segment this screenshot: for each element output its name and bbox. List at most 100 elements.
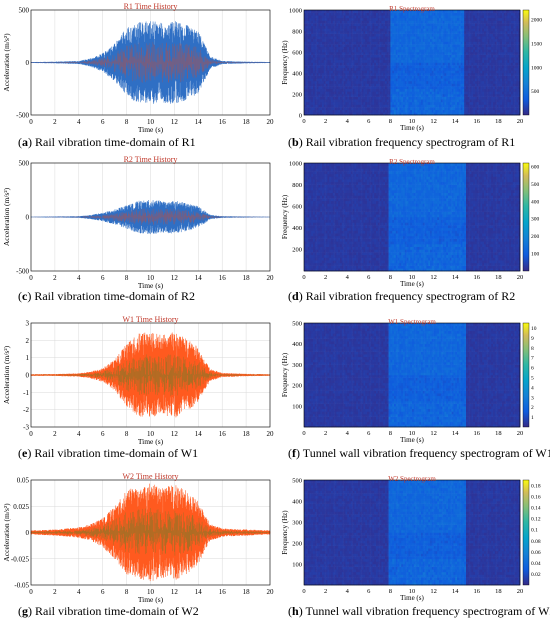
heatmap-cell (401, 57, 404, 61)
heatmap-cell (476, 86, 479, 90)
heatmap-cell (343, 17, 346, 21)
heatmap-cell (426, 104, 429, 108)
heatmap-cell (412, 38, 415, 42)
heatmap-cell (363, 44, 366, 48)
heatmap-cell (352, 28, 355, 32)
heatmap-cell (305, 241, 308, 245)
heatmap-cell (404, 112, 407, 116)
heatmap-cell (448, 75, 451, 79)
heatmap-cell (467, 33, 470, 37)
heatmap-cell (352, 10, 355, 13)
heatmap-cell (347, 33, 350, 37)
heatmap-cell (323, 104, 326, 108)
heatmap-cell (491, 62, 494, 66)
heatmap-cell (500, 101, 503, 105)
heatmap-cell (363, 101, 366, 105)
heatmap-cell (390, 65, 393, 69)
heatmap-cell (433, 65, 436, 69)
heatmap-cell (446, 17, 449, 21)
heatmap-cell (408, 104, 411, 108)
heatmap-cell (323, 67, 326, 71)
heatmap-cell (458, 12, 461, 16)
heatmap-cell (505, 78, 508, 82)
heatmap-cell (455, 28, 458, 32)
heatmap-cell (471, 109, 474, 113)
heatmap-cell (336, 96, 339, 100)
heatmap-cell (403, 12, 406, 16)
heatmap-cell (334, 36, 337, 40)
heatmap-cell (458, 25, 461, 29)
heatmap-cell (493, 104, 496, 108)
heatmap-cell (446, 20, 449, 24)
heatmap-cell (471, 25, 474, 29)
heatmap-cell (424, 101, 427, 105)
heatmap-cell (444, 12, 447, 16)
heatmap-cell (412, 75, 415, 79)
heatmap-cell (313, 67, 316, 71)
heatmap-cell (385, 36, 388, 40)
heatmap-cell (347, 36, 350, 40)
heatmap-cell (442, 83, 445, 87)
heatmap-cell (372, 10, 375, 13)
heatmap-cell (460, 109, 463, 113)
heatmap-cell (331, 17, 334, 21)
heatmap-cell (491, 46, 494, 50)
heatmap-cell (403, 20, 406, 24)
heatmap-cell (498, 109, 501, 113)
heatmap-cell (345, 59, 348, 63)
heatmap-cell (338, 70, 341, 74)
heatmap-cell (415, 10, 418, 13)
heatmap-cell (327, 41, 330, 45)
heatmap-cell (460, 31, 463, 34)
heatmap-cell (322, 70, 325, 74)
heatmap-cell (320, 75, 323, 79)
heatmap-cell (354, 109, 357, 113)
heatmap-cell (453, 52, 456, 55)
heatmap-cell (417, 31, 420, 34)
heatmap-cell (476, 31, 479, 34)
heatmap-cell (480, 99, 483, 103)
heatmap-cell (500, 12, 503, 16)
heatmap-cell (403, 80, 406, 84)
heatmap-cell (322, 78, 325, 82)
heatmap-cell (491, 36, 494, 40)
heatmap-cell (311, 99, 314, 103)
heatmap-cell (413, 41, 416, 45)
heatmap-cell (426, 49, 429, 53)
heatmap-cell (500, 15, 503, 19)
heatmap-cell (491, 41, 494, 45)
heatmap-cell (392, 78, 395, 82)
heatmap-cell (482, 25, 485, 29)
heatmap-cell (518, 67, 521, 71)
heatmap-cell (460, 96, 463, 100)
heatmap-cell (311, 59, 314, 63)
heatmap-cell (343, 25, 346, 29)
heatmap-cell (489, 54, 492, 58)
heatmap-cell (305, 176, 308, 180)
heatmap-cell (372, 65, 375, 69)
heatmap-cell (332, 36, 335, 40)
heatmap-cell (331, 65, 334, 69)
heatmap-cell (476, 101, 479, 105)
heatmap-cell (361, 73, 364, 76)
heatmap-cell (370, 73, 373, 76)
heatmap-cell (343, 78, 346, 82)
heatmap-cell (489, 83, 492, 87)
heatmap-cell (349, 54, 352, 58)
heatmap-cell (352, 38, 355, 42)
heatmap-cell (325, 107, 328, 111)
heatmap-cell (494, 59, 497, 63)
heatmap-cell (318, 57, 321, 61)
heatmap-cell (455, 94, 458, 97)
heatmap-cell (505, 41, 508, 45)
heatmap-cell (482, 33, 485, 37)
heatmap-cell (332, 62, 335, 66)
heatmap-cell (340, 28, 343, 32)
heatmap-cell (444, 57, 447, 61)
heatmap-cell (349, 94, 352, 97)
heatmap-cell (361, 59, 364, 63)
heatmap-cell (359, 28, 362, 32)
heatmap-cell (419, 46, 422, 50)
heatmap-cell (322, 59, 325, 63)
heatmap-cell (512, 83, 515, 87)
